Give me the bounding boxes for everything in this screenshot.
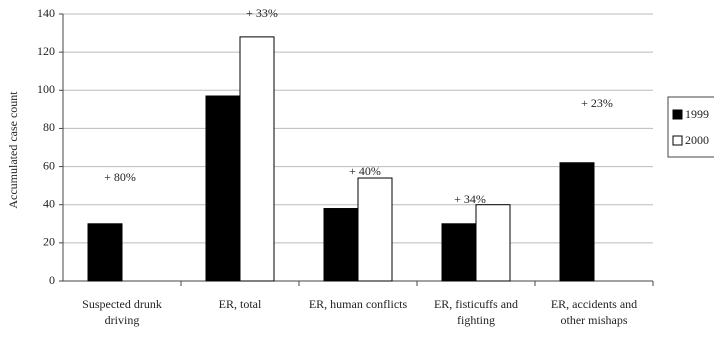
annotation: + 34% bbox=[454, 192, 486, 206]
y-tick-label: 60 bbox=[43, 158, 55, 172]
annotation: + 80% bbox=[104, 170, 136, 184]
bar bbox=[441, 223, 477, 282]
y-tick-label: 80 bbox=[43, 120, 55, 134]
annotation: + 40% bbox=[349, 164, 381, 178]
y-tick-label: 120 bbox=[37, 44, 55, 58]
x-tick-label: Suspected drunk driving bbox=[82, 297, 162, 327]
bar bbox=[357, 177, 393, 282]
bar bbox=[239, 36, 275, 282]
annotation: + 23% bbox=[581, 96, 613, 110]
bar bbox=[205, 95, 241, 282]
y-tick-label: 140 bbox=[37, 6, 55, 20]
legend-swatch bbox=[672, 135, 683, 146]
x-tick-label: ER, total bbox=[218, 297, 262, 311]
y-axis-label: Accumulated case count bbox=[6, 91, 20, 209]
legend-swatch bbox=[672, 109, 683, 120]
annotation: + 33% bbox=[246, 6, 278, 20]
y-tick-label: 0 bbox=[49, 273, 55, 287]
y-tick-label: 100 bbox=[37, 82, 55, 96]
bar bbox=[559, 162, 595, 282]
y-tick-label: 20 bbox=[43, 235, 55, 249]
y-tick-label: 40 bbox=[43, 196, 55, 210]
bar bbox=[323, 208, 359, 282]
legend-label: 2000 bbox=[685, 133, 709, 147]
bar bbox=[475, 204, 511, 282]
x-tick-label: ER, human conflicts bbox=[308, 297, 408, 311]
x-tick-label: ER, fisticuffs and fighting bbox=[433, 297, 519, 327]
bar bbox=[87, 223, 123, 282]
x-tick-label: ER, accidents and other mishaps bbox=[550, 297, 638, 327]
legend-label: 1999 bbox=[685, 107, 709, 121]
legend-box bbox=[667, 96, 714, 158]
